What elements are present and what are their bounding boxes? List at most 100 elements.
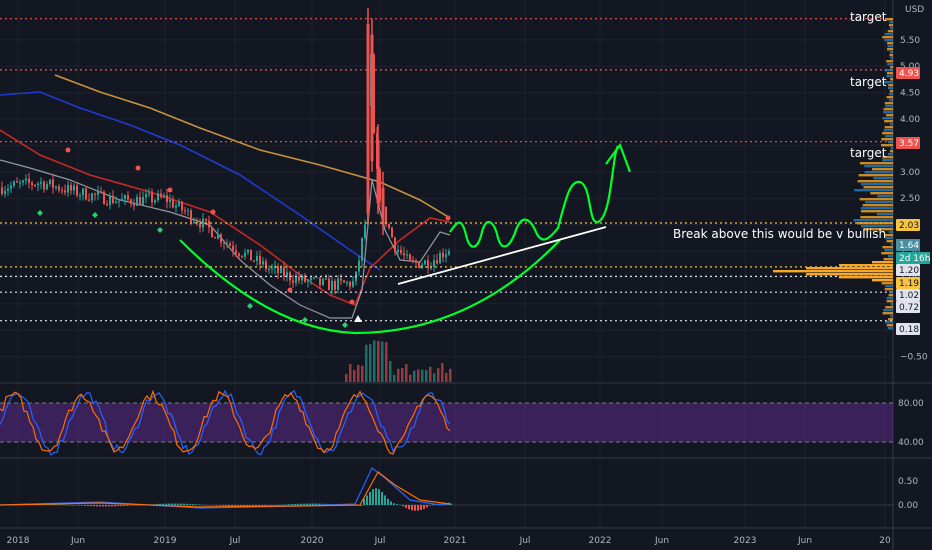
candle-body — [79, 195, 81, 197]
volume-profile-bar — [861, 225, 893, 228]
volume-bar — [365, 344, 368, 382]
candle-body — [139, 197, 141, 205]
candle-body — [366, 23, 370, 215]
ma-red — [0, 129, 451, 307]
candle-body — [73, 185, 75, 191]
candle-body — [361, 238, 363, 261]
macd-histogram-bar — [195, 504, 197, 505]
volume-profile-bar — [887, 87, 893, 90]
macd-histogram-bar — [120, 505, 122, 507]
sell-signal-marker — [65, 147, 71, 153]
volume-bar — [417, 369, 420, 382]
trend-line — [397, 226, 607, 285]
candle-body — [217, 234, 219, 239]
y-tick-label: 4.50 — [900, 89, 920, 99]
macd-histogram-bar — [282, 504, 284, 506]
volume-profile-bar — [886, 114, 893, 117]
candle-body — [103, 191, 105, 205]
candle-body — [28, 178, 30, 183]
candle-body — [403, 252, 405, 256]
volume-profile-bar — [889, 27, 893, 30]
price-tag-label: 1.64 — [899, 241, 919, 251]
volume-profile-bar — [856, 222, 893, 225]
currency-label: USD — [905, 5, 924, 15]
macd-histogram-bar — [219, 505, 221, 506]
candle-body — [241, 255, 243, 257]
candle-body — [175, 205, 177, 208]
buy-signal-marker — [302, 317, 308, 323]
triangle-marker — [354, 315, 362, 322]
volume-bar — [373, 340, 376, 382]
macd-histogram-bar — [81, 505, 83, 506]
volume-bar — [445, 372, 448, 382]
candle-body — [313, 277, 315, 279]
candle-body — [88, 199, 90, 201]
candle-body — [439, 253, 441, 264]
volume-profile — [773, 18, 893, 330]
volume-bar — [425, 370, 428, 382]
volume-bar — [349, 364, 352, 382]
price-tag-bg — [896, 67, 920, 79]
macd-histogram-bar — [258, 505, 260, 507]
macd-histogram-bar — [87, 505, 89, 507]
volume-bar — [433, 373, 436, 382]
macd-histogram-bar — [264, 505, 266, 506]
macd-histogram-bar — [411, 505, 413, 511]
macd-histogram-bar — [315, 503, 317, 505]
price-tag-label: 3.57 — [899, 139, 919, 149]
candle-body — [85, 188, 87, 200]
annotation-text: target — [850, 146, 887, 160]
candle-body — [199, 223, 201, 228]
volume-profile-bar — [884, 126, 893, 129]
volume-bar — [421, 369, 424, 382]
macd-histogram-bar — [165, 503, 167, 505]
volume-profile-bar — [872, 168, 893, 171]
volume-profile-bar — [859, 162, 893, 165]
candle-body — [133, 203, 135, 206]
macd-histogram-bar — [417, 505, 419, 511]
price-tag-bg — [896, 277, 920, 289]
candle-body — [418, 262, 420, 269]
price-tag-bg — [896, 239, 920, 251]
macd-histogram-bar — [243, 505, 245, 507]
candle-body — [253, 260, 255, 262]
volume-profile-bar — [885, 18, 893, 21]
candle-body — [148, 193, 150, 195]
volume-profile-bar — [885, 285, 893, 288]
macd-histogram-bar — [375, 488, 377, 505]
macd-histogram-bar — [207, 504, 209, 506]
macd-histogram-bar — [246, 505, 248, 507]
volume-bar — [385, 342, 388, 382]
candle-body — [193, 221, 195, 223]
volume-profile-bar — [883, 111, 893, 114]
candle-body — [352, 281, 354, 287]
candle-body — [448, 251, 450, 255]
candle-body — [331, 280, 333, 291]
macd-histogram-bar — [96, 505, 98, 507]
macd-histogram-bar — [300, 503, 302, 505]
candle-body — [349, 282, 351, 287]
macd-histogram-bar — [123, 505, 125, 506]
volume-profile-bar — [877, 195, 893, 198]
macd-histogram-bar — [129, 505, 131, 506]
candle-body — [52, 179, 54, 188]
time-axis[interactable]: 2018 Jun 2019 Jul 2020 Jul 2021 Jul 2022 Jun 2023 J… — [7, 536, 891, 546]
macd-histogram-bar — [270, 505, 272, 506]
macd-histogram-bar — [189, 503, 191, 505]
macd-histogram-bar — [222, 505, 224, 506]
candle-body — [427, 260, 429, 269]
price-tag-label: 2.03 — [899, 221, 919, 231]
candle-body — [409, 254, 411, 261]
volume-bar — [437, 368, 440, 382]
candle-body — [64, 190, 66, 193]
candle-body — [91, 193, 93, 201]
volume-profile-bar — [773, 270, 893, 273]
volume-profile-bar — [806, 273, 893, 276]
candle-body — [358, 260, 360, 272]
candle-body — [235, 250, 237, 254]
annotation-text: target — [850, 10, 887, 24]
price-tag-label: 1.02 — [899, 291, 919, 301]
macd-histogram-bar — [93, 505, 95, 507]
x-tick-label: 2022 — [589, 536, 612, 546]
